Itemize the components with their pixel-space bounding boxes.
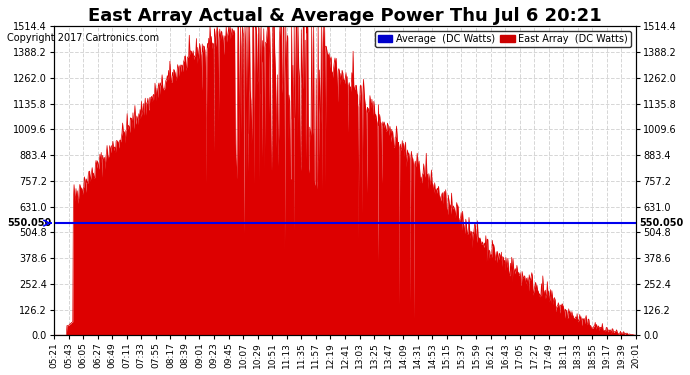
Text: Copyright 2017 Cartronics.com: Copyright 2017 Cartronics.com <box>7 33 159 43</box>
Title: East Array Actual & Average Power Thu Jul 6 20:21: East Array Actual & Average Power Thu Ju… <box>88 7 602 25</box>
Text: 550.050: 550.050 <box>7 218 51 228</box>
Text: 550.050: 550.050 <box>639 218 683 228</box>
Legend: Average  (DC Watts), East Array  (DC Watts): Average (DC Watts), East Array (DC Watts… <box>375 32 631 47</box>
